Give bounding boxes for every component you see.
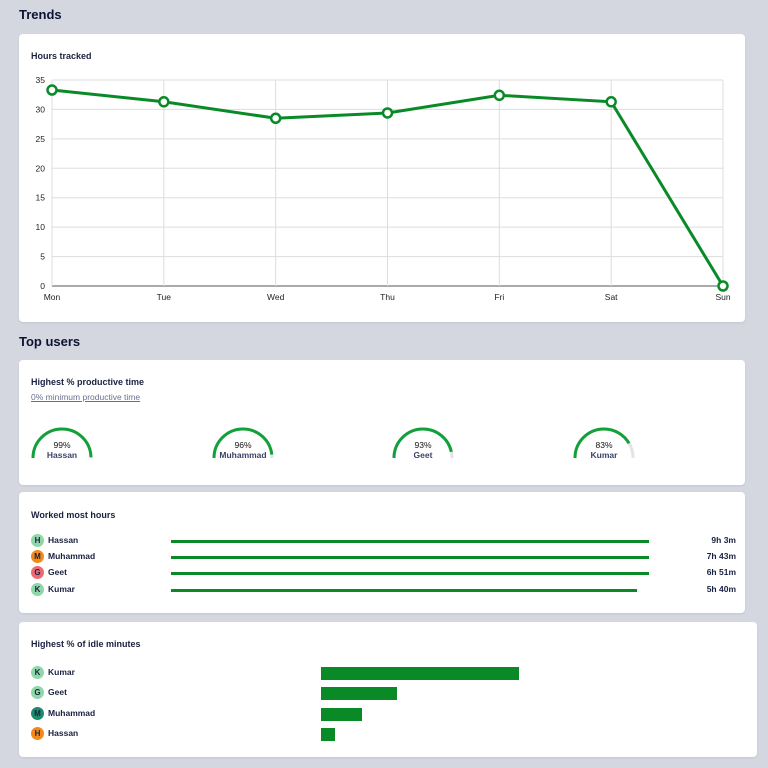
user-name: Kumar [48,667,75,677]
user-row: H Hassan 9h 3m [31,534,736,548]
productive-card: Highest % productive time 0% minimum pro… [19,360,745,485]
user-row: K Kumar [31,666,736,680]
user-row: G Geet [31,686,736,700]
user-bar [171,539,649,543]
gauge-percent: 93% [414,440,432,450]
user-bar [171,588,638,592]
productivity-gauge: 96% Muhammad [210,424,276,464]
gauge-user-name: Hassan [46,450,78,460]
productivity-gauge: 83% Kumar [571,424,637,464]
top-users-heading: Top users [19,334,81,349]
user-bar [321,727,336,741]
time-value: 6h 51m [706,567,736,577]
time-value: 5h 40m [706,584,736,594]
productivity-gauge: 93% Geet [390,424,456,464]
x-tick-label: Thu [380,292,395,302]
hours-line-chart: 0 5 10 15 20 25 30 35 Mon Tue Wed Thu Fri Sat Sun [36,75,731,302]
user-name: Muhammad [48,551,96,561]
time-value: 9h 3m [711,535,736,545]
gauge-percent: 99% [53,440,71,450]
data-point [493,89,506,102]
user-name: Hassan [48,728,79,738]
gauge-percent: 96% [234,440,252,450]
gauge-arc [212,427,274,459]
avatar: M [31,707,44,720]
gauge-user-name: Muhammad [219,450,267,460]
y-tick-label: 5 [40,252,45,262]
gauge-percent: 83% [595,440,613,450]
user-row: K Kumar 5h 40m [31,583,736,597]
avatar: H [31,534,44,547]
data-point [46,84,58,96]
user-row: M Muhammad [31,707,736,721]
user-name: Kumar [48,584,75,594]
worked-hours-card: Worked most hours H Hassan 9h 3m M Muhammad 7… [19,492,745,613]
x-tick-label: Sat [605,292,618,302]
user-bar [321,666,519,680]
user-row: H Hassan [31,727,736,741]
user-row: G Geet 6h 51m [31,566,736,580]
user-row: M Muhammad 7h 43m [31,550,736,564]
gauge-arc [392,427,454,459]
data-point [269,112,282,125]
card-title: Highest % of idle minutes [31,639,141,649]
user-name: Hassan [48,535,79,545]
idle-card: Highest % of idle minutes K Kumar G Geet M Mu… [19,622,757,757]
x-tick-label: Sun [715,292,730,302]
user-bar [171,555,649,559]
gauge-arc [31,427,93,459]
trends-heading: Trends [19,7,62,22]
avatar: G [31,566,44,579]
avatar: M [31,550,44,563]
y-tick-label: 10 [36,222,46,232]
x-tick-label: Fri [494,292,504,302]
avatar: K [31,666,44,679]
data-point [605,96,617,108]
y-tick-label: 20 [36,163,46,173]
y-tick-label: 35 [36,75,46,85]
avatar: H [31,727,44,740]
user-bar [171,571,649,575]
user-bar [321,707,362,721]
y-tick-label: 15 [36,193,46,203]
user-name: Muhammad [48,708,96,718]
user-name: Geet [48,567,67,577]
card-title: Highest % productive time [31,377,145,387]
gauge-user-name: Kumar [590,450,618,460]
data-point [381,107,394,119]
hours-tracked-card: Hours tracked 0 5 10 15 20 25 30 35 Mon Tue Wed Thu… [19,34,745,322]
avatar: G [31,686,44,699]
card-title: Hours tracked [31,51,92,61]
y-tick-label: 25 [36,134,46,144]
x-tick-label: Mon [44,292,61,302]
x-tick-label: Tue [157,292,172,302]
data-point [158,96,170,108]
gauge-arc [573,427,635,459]
user-name: Geet [48,687,67,697]
time-value: 7h 43m [706,551,736,561]
y-tick-label: 30 [36,104,46,114]
data-point [717,280,729,292]
user-bar [321,686,398,700]
card-title: Worked most hours [31,510,116,520]
productivity-gauge: 99% Hassan [29,424,95,464]
minimum-productive-link[interactable]: 0% minimum productive time [31,392,141,402]
gauge-user-name: Geet [413,450,433,460]
avatar: K [31,583,44,596]
x-tick-label: Wed [267,292,285,302]
y-tick-label: 0 [40,281,45,291]
